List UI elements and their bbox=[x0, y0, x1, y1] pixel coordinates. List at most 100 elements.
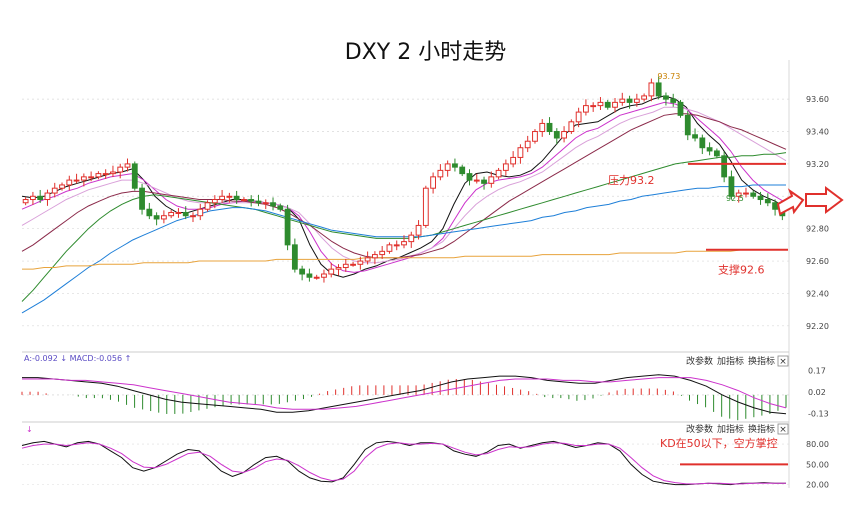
macd-tick-label: -0.13 bbox=[808, 410, 829, 419]
macd-tick-label: 0.17 bbox=[808, 366, 826, 375]
candle-body bbox=[663, 95, 669, 100]
candle bbox=[321, 269, 327, 283]
candle bbox=[692, 128, 698, 142]
candle bbox=[313, 274, 320, 280]
candle-body bbox=[219, 195, 225, 201]
candle bbox=[728, 170, 735, 200]
candle bbox=[532, 129, 538, 144]
candle-body bbox=[466, 173, 473, 181]
candle bbox=[160, 210, 167, 224]
candle bbox=[444, 160, 451, 177]
candle bbox=[146, 202, 153, 220]
candle bbox=[517, 144, 524, 164]
candle bbox=[743, 187, 749, 198]
price-tick-label: 92.40 bbox=[806, 289, 829, 298]
candle-body bbox=[568, 121, 575, 133]
macd-close-button[interactable] bbox=[777, 355, 789, 367]
kd-annotation-label: KD在50以下，空方掌控 bbox=[660, 436, 778, 450]
candle bbox=[663, 92, 669, 106]
kd-switch-indicator-button[interactable]: 换指标 bbox=[748, 423, 775, 435]
candle-body bbox=[633, 98, 640, 103]
candle-body bbox=[284, 208, 291, 246]
candle bbox=[255, 194, 262, 207]
candle-body bbox=[95, 173, 102, 178]
candle-body bbox=[488, 176, 495, 184]
candle-body bbox=[255, 200, 262, 204]
candle bbox=[44, 189, 51, 206]
candle-body bbox=[197, 208, 204, 217]
candle bbox=[670, 93, 677, 107]
candle-body bbox=[452, 163, 458, 168]
candle bbox=[401, 235, 407, 249]
candle bbox=[553, 128, 560, 145]
candle bbox=[386, 242, 393, 254]
candle-body bbox=[670, 98, 677, 103]
candle bbox=[612, 98, 618, 113]
candle bbox=[699, 134, 706, 155]
candle-body bbox=[153, 215, 160, 220]
candle bbox=[30, 191, 36, 205]
candle bbox=[633, 93, 640, 107]
candle-body bbox=[313, 276, 320, 279]
candle-body bbox=[110, 171, 116, 175]
candle-body bbox=[510, 156, 517, 165]
candle-body bbox=[335, 267, 342, 270]
price-tick-label: 93.40 bbox=[806, 128, 829, 137]
candle bbox=[197, 203, 204, 221]
candle-body bbox=[44, 192, 51, 201]
candle bbox=[80, 173, 87, 187]
candle-body bbox=[270, 202, 276, 207]
candle-body bbox=[539, 122, 546, 133]
candle bbox=[408, 231, 415, 248]
candle bbox=[684, 110, 691, 141]
kd-tick-label: 20.00 bbox=[806, 481, 829, 490]
candle bbox=[364, 251, 371, 265]
resistance-label: 压力93.2 bbox=[608, 174, 655, 187]
candle bbox=[190, 212, 196, 223]
candle bbox=[539, 119, 546, 137]
candle-body bbox=[772, 202, 778, 210]
candle-body bbox=[277, 205, 284, 210]
candle bbox=[466, 169, 473, 186]
candle-body bbox=[437, 169, 444, 178]
macd-axis-ticks: 0.17 0.02 -0.13 bbox=[808, 366, 829, 418]
candle-body bbox=[233, 195, 240, 201]
candle bbox=[510, 151, 517, 168]
price-tick-label: 92.80 bbox=[806, 225, 829, 234]
macd-add-indicator-button[interactable]: 加指标 bbox=[717, 355, 744, 367]
kd-header: ↓ bbox=[26, 425, 33, 434]
candle bbox=[350, 261, 356, 267]
macd-switch-indicator-button[interactable]: 换指标 bbox=[748, 355, 775, 367]
candle bbox=[583, 99, 589, 116]
candle-body bbox=[211, 199, 218, 204]
kd-params-button[interactable]: 改参数 bbox=[686, 423, 713, 435]
kd-add-indicator-button[interactable]: 加指标 bbox=[717, 423, 744, 435]
candle bbox=[299, 265, 306, 281]
candle-body bbox=[175, 211, 182, 214]
candle-body bbox=[532, 131, 538, 142]
candle bbox=[124, 158, 131, 172]
candle-body bbox=[168, 211, 175, 217]
candle bbox=[153, 212, 160, 226]
candle bbox=[415, 220, 422, 240]
candle-body bbox=[502, 163, 509, 171]
macd-params-button[interactable]: 改参数 bbox=[686, 355, 713, 367]
candle-body bbox=[160, 215, 167, 220]
candle-body bbox=[517, 147, 524, 158]
macd-close-icon: × bbox=[779, 357, 787, 367]
candle-body bbox=[757, 195, 764, 201]
candle-body bbox=[648, 82, 655, 97]
candle-body bbox=[619, 98, 626, 103]
candle bbox=[721, 151, 728, 183]
kd-close-button[interactable] bbox=[777, 423, 789, 435]
candle bbox=[88, 171, 95, 182]
candle-body bbox=[546, 122, 553, 133]
chart-title: DXY 2 小时走势 bbox=[344, 40, 507, 65]
candle bbox=[677, 99, 684, 118]
candle-body bbox=[66, 179, 73, 186]
macd-tick-label: 0.02 bbox=[808, 388, 826, 397]
candle bbox=[357, 256, 364, 270]
candle-body bbox=[597, 101, 604, 107]
candle-body bbox=[583, 105, 589, 113]
candle-body bbox=[241, 199, 247, 202]
